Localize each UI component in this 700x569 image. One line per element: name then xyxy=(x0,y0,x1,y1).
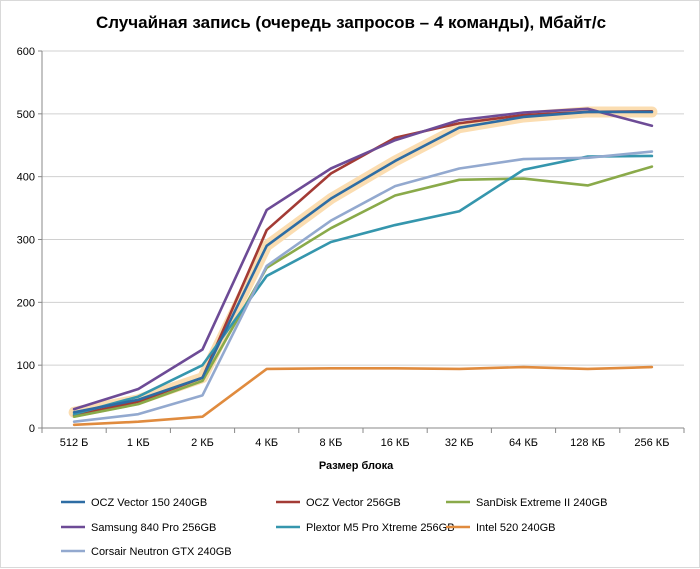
x-tick-label: 32 КБ xyxy=(445,437,474,449)
legend-item: Intel 520 240GB xyxy=(446,522,556,534)
y-tick-label: 200 xyxy=(17,297,35,309)
y-tick-label: 0 xyxy=(29,423,35,435)
y-tick-label: 600 xyxy=(17,46,35,58)
series-line-plextor-m5-pro-xtreme-256gb xyxy=(72,154,654,416)
y-tick-label: 300 xyxy=(17,235,35,247)
legend-label: Samsung 840 Pro 256GB xyxy=(91,522,216,534)
gridlines xyxy=(42,50,684,366)
legend-label: Intel 520 240GB xyxy=(476,522,556,534)
legend-label: OCZ Vector 256GB xyxy=(306,497,401,509)
legend-item: Corsair Neutron GTX 240GB xyxy=(61,546,232,558)
x-axis-title: Размер блока xyxy=(319,460,394,472)
axes: 0 100 200 300 400 500 600 512 Б 1 КБ 2 КБ 4 КБ 8 КБ… xyxy=(17,46,685,449)
x-tick-label: 512 Б xyxy=(60,437,89,449)
x-tick-label: 128 КБ xyxy=(570,437,605,449)
x-tick-label: 256 КБ xyxy=(634,437,669,449)
legend-label: OCZ Vector 150 240GB xyxy=(91,497,207,509)
legend-item: OCZ Vector 150 240GB xyxy=(61,497,207,509)
x-tick-label: 8 КБ xyxy=(319,437,342,449)
series-line-intel-520-240gb xyxy=(72,365,654,427)
x-tick-label: 1 КБ xyxy=(127,437,150,449)
series-lines xyxy=(68,106,658,427)
legend: OCZ Vector 150 240GB OCZ Vector 256GB SanD… xyxy=(61,497,607,558)
y-tick-label: 100 xyxy=(17,360,35,372)
y-tick-label: 500 xyxy=(17,109,35,121)
legend-item: Samsung 840 Pro 256GB xyxy=(61,522,216,534)
legend-item: Plextor M5 Pro Xtreme 256GB xyxy=(276,522,455,534)
legend-label: Corsair Neutron GTX 240GB xyxy=(91,546,232,558)
x-tick-label: 16 КБ xyxy=(381,437,410,449)
legend-label: Plextor M5 Pro Xtreme 256GB xyxy=(306,522,455,534)
series-line-corsair-neutron-gtx-240gb xyxy=(72,150,654,424)
chart-title: Случайная запись (очередь запросов – 4 к… xyxy=(96,13,606,32)
legend-item: OCZ Vector 256GB xyxy=(276,497,401,509)
series-line-sandisk-extreme-ii-240gb xyxy=(72,165,654,418)
legend-item: SanDisk Extreme II 240GB xyxy=(446,497,607,509)
series-line-ocz-vector-256gb xyxy=(72,110,654,417)
x-tick-label: 64 КБ xyxy=(509,437,538,449)
series-line-samsung-840-pro-256gb xyxy=(72,107,654,411)
series-line-ocz-vector-150-240gb xyxy=(72,110,654,414)
x-tick-label: 4 КБ xyxy=(255,437,278,449)
x-tick-label: 2 КБ xyxy=(191,437,214,449)
y-tick-label: 400 xyxy=(17,172,35,184)
legend-label: SanDisk Extreme II 240GB xyxy=(476,497,607,509)
